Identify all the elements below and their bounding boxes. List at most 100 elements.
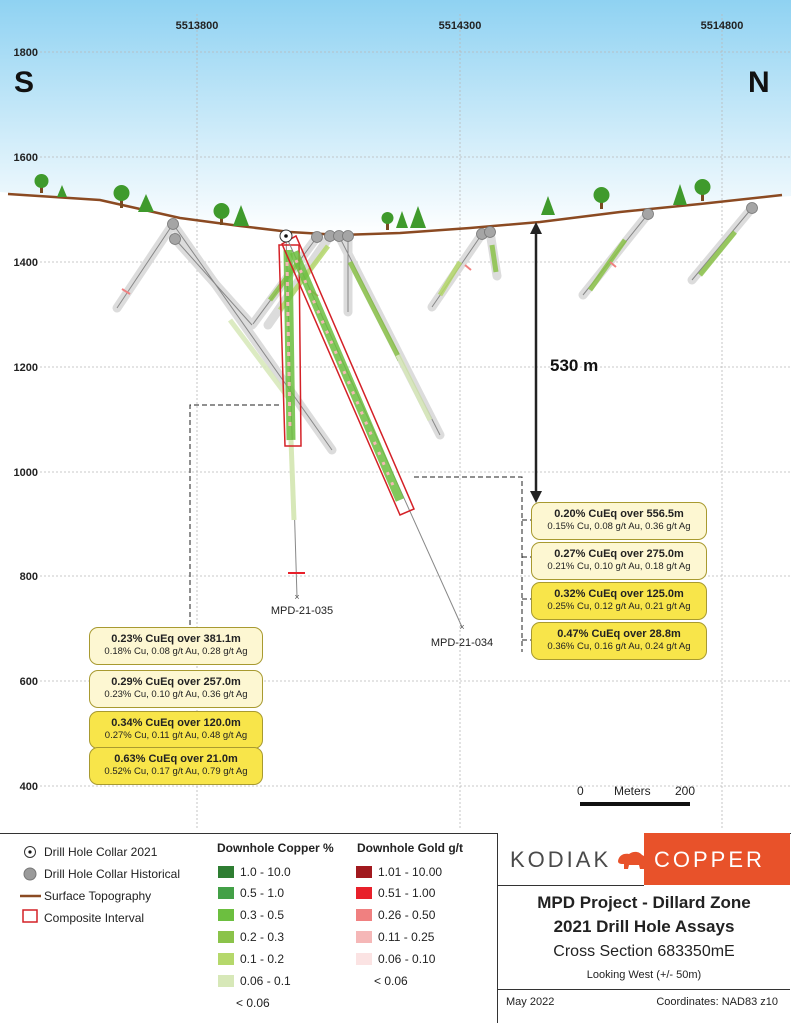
assay-callout: 0.29% CuEq over 257.0m 0.23% Cu, 0.10 g/… (89, 670, 263, 708)
composite-interval-mpd-21-035 (278, 244, 302, 447)
gold-range: 0.11 - 0.25 (378, 930, 435, 944)
direction-north: N (748, 66, 770, 99)
title-block: KODIAK COPPER MPD Project - Dillard Zone… (497, 833, 790, 1023)
callout-headline: 0.34% CuEq over 120.0m (111, 717, 241, 729)
copper-range: 0.5 - 1.0 (240, 886, 285, 900)
drill-copper-strip (288, 439, 297, 521)
gold-swatch (356, 909, 372, 921)
gold-swatch (356, 887, 372, 899)
collar-historical-icon (342, 230, 354, 242)
end-of-hole-marker: × (294, 592, 299, 602)
drill-copper-strip (289, 250, 405, 502)
legend-label: Surface Topography (44, 889, 152, 903)
elevation-label: 1000 (14, 467, 38, 479)
collar-historical-icon (167, 218, 179, 230)
tree-icon (541, 196, 555, 215)
elevation-label: 400 (20, 781, 38, 793)
assay-callout: 0.23% CuEq over 381.1m 0.18% Cu, 0.08 g/… (89, 627, 263, 665)
historical-collars (167, 202, 758, 245)
copper-legend-title: Downhole Copper % (217, 841, 334, 855)
collar-historical-icon (484, 226, 496, 238)
scale-unit-label: Meters (614, 784, 651, 798)
copper-range: 0.3 - 0.5 (240, 908, 285, 922)
drill-gold-strip (285, 261, 292, 431)
gold-swatch (356, 866, 372, 878)
sky-area (0, 0, 791, 235)
depth-label: 530 m (550, 356, 598, 375)
callout-detail: 0.27% Cu, 0.11 g/t Au, 0.48 g/t Ag (104, 730, 248, 741)
section-label: Cross Section 683350mE (553, 943, 735, 960)
callout-detail: 0.15% Cu, 0.08 g/t Au, 0.36 g/t Ag (547, 521, 691, 532)
logo-copper: COPPER (654, 847, 765, 872)
copper-swatch (218, 909, 234, 921)
gold-range: < 0.06 (374, 974, 408, 988)
tree-icon (138, 194, 154, 212)
tree-icon (213, 203, 230, 225)
legend-collar-historical-icon (23, 867, 37, 881)
elevation-label: 1800 (14, 47, 38, 59)
legend-composite-icon (22, 909, 38, 923)
date-label: May 2022 (506, 996, 555, 1008)
assay-callout: 0.47% CuEq over 28.8m 0.36% Cu, 0.16 g/t… (531, 622, 707, 660)
tree-icon (381, 212, 394, 230)
end-of-hole-marker: × (459, 622, 464, 632)
callout-detail: 0.21% Cu, 0.10 g/t Au, 0.18 g/t Ag (547, 561, 691, 572)
copper-swatch (218, 866, 234, 878)
cross-section-map: 5513800 5514300 5514800 1800 1600 1400 1… (0, 0, 791, 830)
callout-detail: 0.36% Cu, 0.16 g/t Au, 0.24 g/t Ag (547, 641, 691, 652)
scale-min-label: 0 (577, 784, 584, 798)
surface-topography-line (7, 192, 783, 237)
callout-detail: 0.25% Cu, 0.12 g/t Au, 0.21 g/t Ag (547, 601, 691, 612)
collar-2021-icon (279, 229, 293, 243)
callout-detail: 0.18% Cu, 0.08 g/t Au, 0.28 g/t Ag (104, 646, 248, 657)
legend-symbols (20, 846, 41, 923)
callout-headline: 0.27% CuEq over 275.0m (554, 548, 684, 560)
tree-icon (233, 205, 249, 226)
copper-range: < 0.06 (236, 996, 270, 1010)
footer-divider (498, 989, 790, 990)
callout-detail: 0.52% Cu, 0.17 g/t Au, 0.79 g/t Ag (104, 766, 248, 777)
copper-range: 0.2 - 0.3 (240, 930, 285, 944)
elevation-label: 800 (20, 571, 38, 583)
logo-kodiak: KODIAK (510, 847, 612, 872)
tree-icon (673, 184, 687, 205)
gold-swatch (356, 953, 372, 965)
callout-headline: 0.47% CuEq over 28.8m (557, 628, 681, 640)
gold-range: 0.26 - 0.50 (378, 908, 436, 922)
gold-swatch (356, 931, 372, 943)
tree-icon (694, 179, 711, 201)
callout-leaders (189, 404, 531, 652)
callout-headline: 0.20% CuEq over 556.5m (554, 508, 684, 520)
logo-bar: KODIAK COPPER (498, 833, 790, 886)
elevation-label: 600 (20, 676, 38, 688)
depth-arrow (530, 222, 542, 503)
tree-icon (593, 187, 610, 209)
elevation-label: 1600 (14, 152, 38, 164)
tree-icon (34, 174, 49, 193)
collar-historical-icon (642, 208, 654, 220)
project-title: MPD Project - Dillard Zone (537, 893, 751, 912)
gold-range: 1.01 - 10.00 (378, 865, 443, 879)
copper-range: 0.06 - 0.1 (240, 974, 291, 988)
copper-swatch (218, 887, 234, 899)
collar-historical-icon (746, 202, 758, 214)
drill-hole-label: MPD-21-035 (271, 605, 333, 617)
tree-icon (57, 185, 67, 197)
easting-label: 5513800 (176, 20, 219, 32)
assay-callout: 0.27% CuEq over 275.0m 0.21% Cu, 0.10 g/… (531, 542, 707, 580)
legend-collar-2021-icon (24, 846, 36, 858)
legend-label: Drill Hole Collar 2021 (44, 845, 158, 859)
tree-icon (113, 185, 130, 208)
callout-headline: 0.63% CuEq over 21.0m (114, 753, 238, 765)
bear-logo-icon (618, 851, 647, 869)
collar-historical-icon (169, 233, 181, 245)
assay-callout: 0.32% CuEq over 125.0m 0.25% Cu, 0.12 g/… (531, 582, 707, 620)
gold-range: 0.06 - 0.10 (378, 952, 436, 966)
assay-callout: 0.20% CuEq over 556.5m 0.15% Cu, 0.08 g/… (531, 502, 707, 540)
legend-label: Composite Interval (44, 911, 145, 925)
callout-headline: 0.29% CuEq over 257.0m (111, 676, 241, 688)
gold-legend-title: Downhole Gold g/t (357, 841, 463, 855)
scale-max-label: 200 (675, 784, 696, 798)
copper-range: 1.0 - 10.0 (240, 865, 291, 879)
